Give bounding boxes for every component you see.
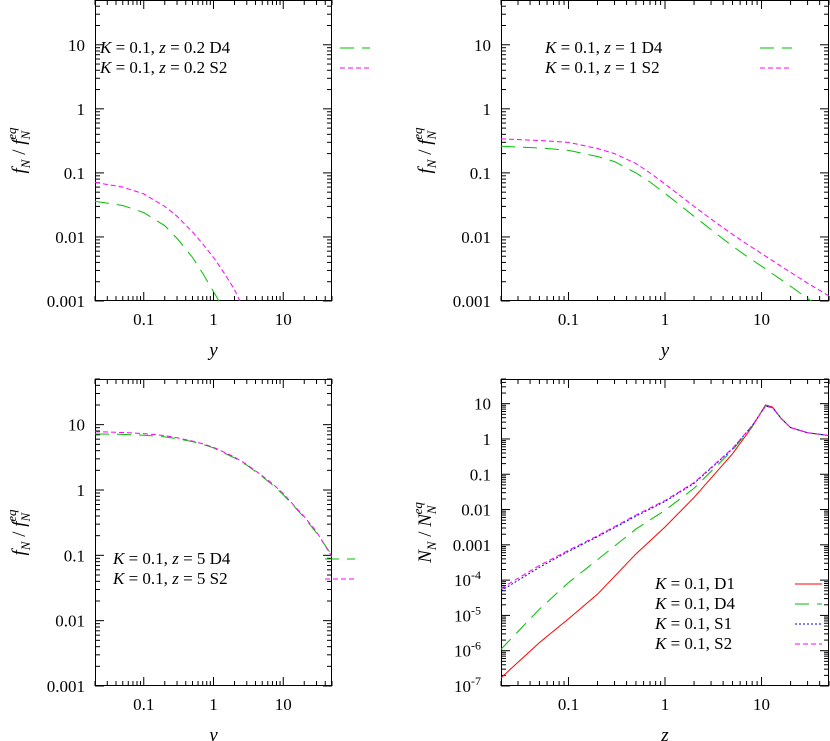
series-group xyxy=(95,431,332,558)
y-tick-label: 0.1 xyxy=(64,546,85,565)
y-tick-label: 0.1 xyxy=(64,164,85,183)
x-tick-label: 0.1 xyxy=(558,310,579,329)
y-tick-label: 0.01 xyxy=(461,228,491,247)
plot-frame xyxy=(95,379,332,686)
legend-entry-label: K = 0.1, S1 xyxy=(654,614,732,633)
legend-entry-label: K = 0.1, D4 xyxy=(654,594,735,613)
x-axis-label: y xyxy=(659,340,670,361)
chart-panel-bottom-left: 0.1 1 10 0.001 0.01 0.1 1 10 y fN / fNeq K = 0.1, … xyxy=(4,378,355,741)
y-tick-label: 0.001 xyxy=(47,677,85,696)
y-tick-exponent: -7 xyxy=(471,674,481,688)
y-tick-label: 10-4 xyxy=(454,568,481,590)
legend-entry-label: K = 0.1, z = 5 D4 xyxy=(112,549,231,568)
y-tick-label: 0.1 xyxy=(470,465,491,484)
y-tick-label: 10 xyxy=(68,36,85,55)
legend-entry-label: K = 0.1, S2 xyxy=(654,634,732,653)
y-tick-label: 1 xyxy=(77,100,86,119)
series-line xyxy=(501,405,829,592)
y-axis-label: NN / NNeq xyxy=(410,502,439,564)
legend-entry-label: K = 0.1, z = 1 D4 xyxy=(544,38,663,57)
series-line xyxy=(501,145,813,301)
x-tick-label: 0.1 xyxy=(558,695,579,714)
y-tick-exponent: -4 xyxy=(471,568,481,582)
y-tick-label: 0.1 xyxy=(470,164,491,183)
legend-entry-label: K = 0.1, z = 0.2 S2 xyxy=(99,58,227,77)
x-tick-label: 1 xyxy=(209,310,218,329)
series-line xyxy=(95,433,332,556)
x-axis-label: y xyxy=(207,340,218,361)
y-tick-label: 1 xyxy=(483,430,492,449)
series-line xyxy=(95,181,241,301)
series-line xyxy=(501,405,829,589)
series-group xyxy=(501,404,829,679)
y-tick-label: 1 xyxy=(483,100,492,119)
y-tick-exponent: -5 xyxy=(471,603,481,617)
y-tick-label: 0.001 xyxy=(453,292,491,311)
y-tick-label: 10-7 xyxy=(454,674,481,696)
x-tick-label: 1 xyxy=(209,695,218,714)
chart-panel-top-right: 0.1 1 10 0.001 0.01 0.1 1 10 y fN / fNeq K = 0.1, … xyxy=(410,0,830,361)
series-group xyxy=(95,181,241,301)
chart-panel-top-left: 0.1 1 10 0.001 0.01 0.1 1 10 y fN / fNeq K = 0.1, … xyxy=(4,0,370,361)
x-tick-label: 10 xyxy=(753,310,770,329)
x-tick-label: 1 xyxy=(661,310,670,329)
y-axis-label: fN / fNeq xyxy=(4,509,33,555)
x-tick-label: 1 xyxy=(661,695,670,714)
y-tick-label: 0.001 xyxy=(453,536,491,555)
x-tick-label: 0.1 xyxy=(133,310,154,329)
x-axis-label: y xyxy=(207,725,218,741)
chart-panel-bottom-right: 0.1 1 10 10-7 10-6 10-5 10-4 0.001 0.01 0.1 1 10 z NN… xyxy=(410,378,830,741)
y-tick-label: 10 xyxy=(474,395,491,414)
series-line xyxy=(501,138,829,297)
legend-entry-label: K = 0.1, z = 5 S2 xyxy=(112,569,228,588)
y-tick-label: 10 xyxy=(474,36,491,55)
y-tick-label: 0.001 xyxy=(47,292,85,311)
y-axis-label: fN / fNeq xyxy=(410,127,439,173)
y-tick-label: 10 xyxy=(68,416,85,435)
y-tick-exponent: -6 xyxy=(471,639,481,653)
y-tick-label: 0.01 xyxy=(55,228,85,247)
y-tick-label: 10-5 xyxy=(454,603,481,625)
y-tick-label: 0.01 xyxy=(55,612,85,631)
legend-entry-label: K = 0.1, z = 1 S2 xyxy=(544,58,660,77)
legend-entry-label: K = 0.1, z = 0.2 D4 xyxy=(99,38,231,57)
y-axis-label: fN / fNeq xyxy=(4,127,33,173)
y-tick-label: 10-6 xyxy=(454,639,481,661)
x-axis-label: z xyxy=(660,725,669,741)
y-tick-label: 0.01 xyxy=(461,501,491,520)
series-group xyxy=(501,138,829,301)
x-tick-label: 10 xyxy=(753,695,770,714)
series-line xyxy=(95,200,220,301)
legend-entry-label: K = 0.1, D1 xyxy=(654,574,735,593)
y-tick-label: 1 xyxy=(77,481,86,500)
x-tick-label: 0.1 xyxy=(133,695,154,714)
x-tick-label: 10 xyxy=(275,310,292,329)
x-tick-label: 10 xyxy=(275,695,292,714)
series-line xyxy=(95,431,332,558)
